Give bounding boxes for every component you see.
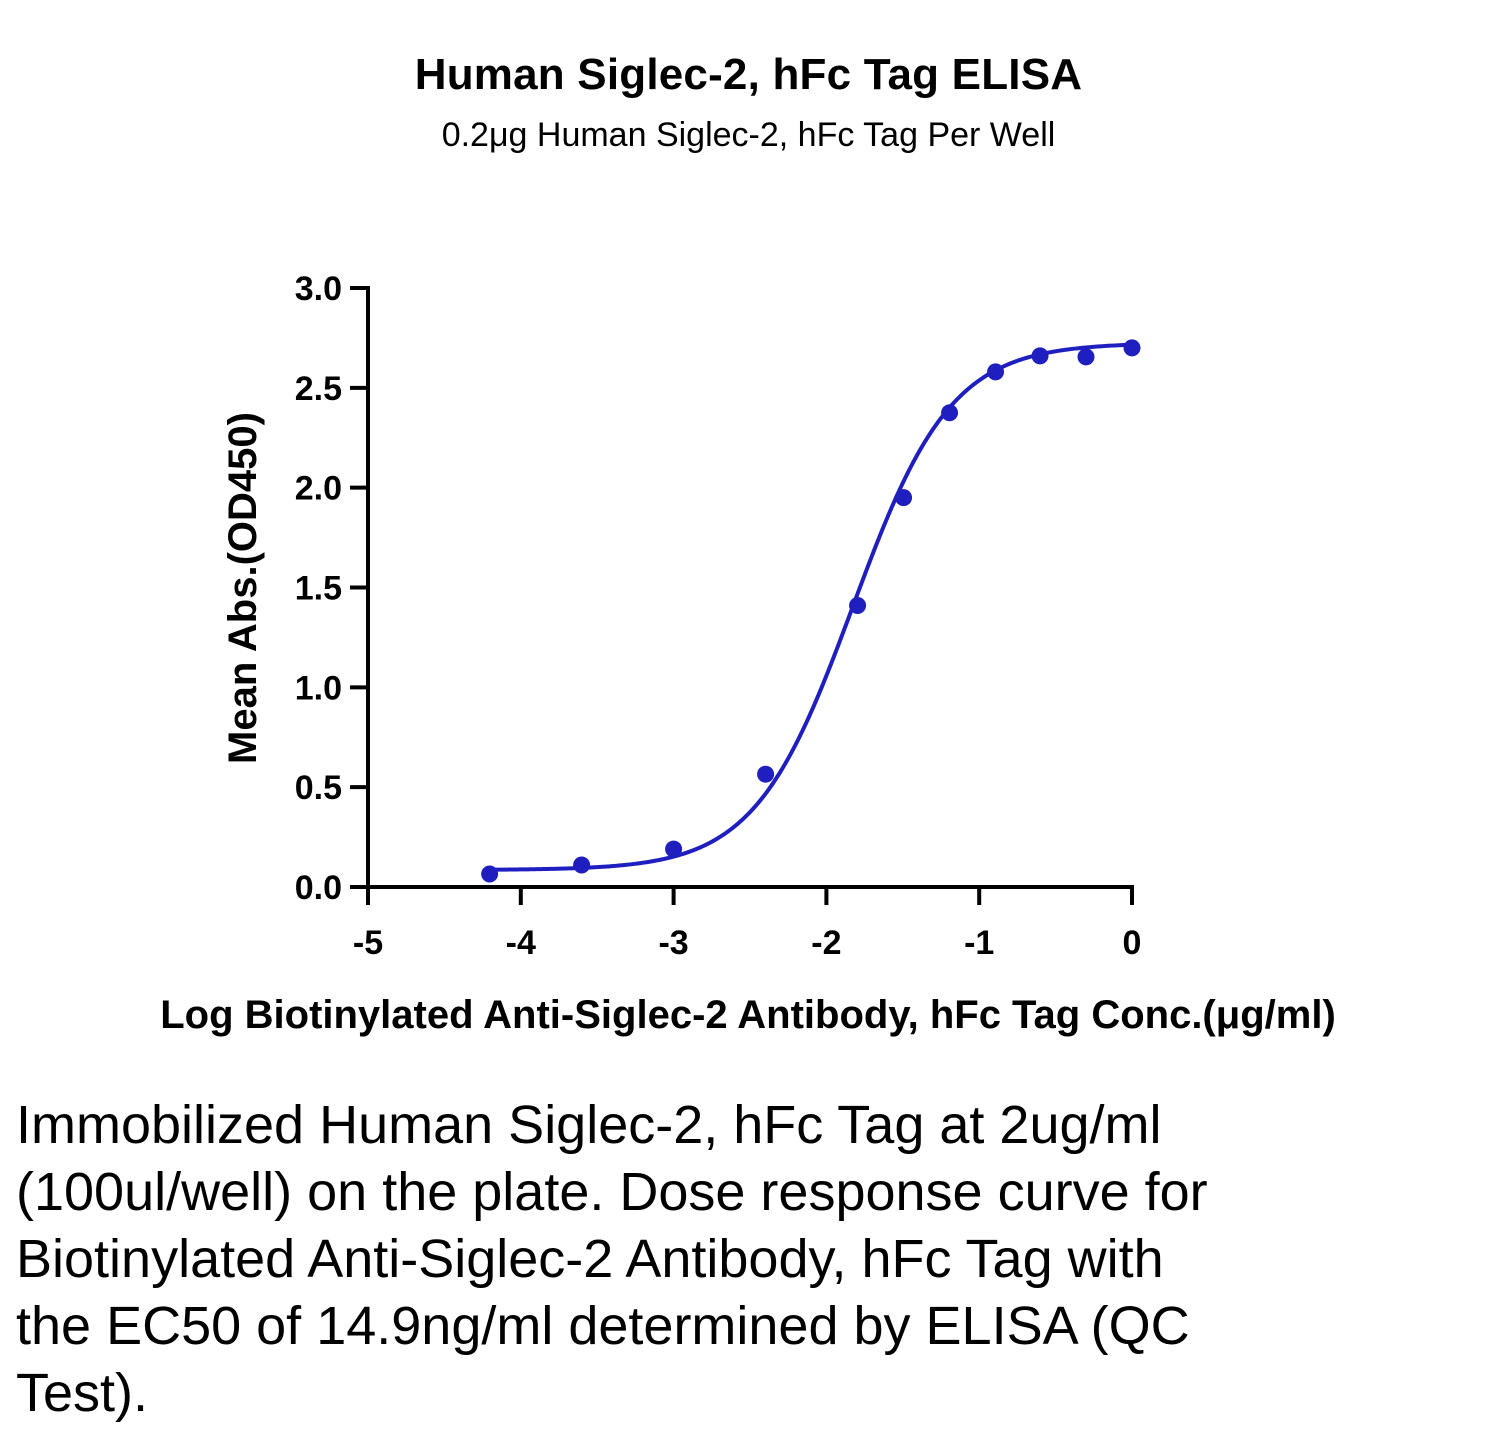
x-axis: -5 -4 -3 -2 -1 0 (353, 885, 1142, 962)
y-tick-label: 2.5 (295, 370, 342, 408)
y-tick-label: 2.0 (295, 470, 342, 508)
y-tick-label: 1.5 (295, 570, 342, 608)
chart-subtitle: 0.2μg Human Siglec-2, hFc Tag Per Well (441, 116, 1056, 154)
y-axis: 0.0 0.5 1.0 1.5 2.0 2.5 3.0 (295, 270, 370, 907)
data-point (849, 596, 867, 614)
y-tick-label: 1.0 (295, 669, 342, 707)
x-axis-title: Log Biotinylated Anti-Siglec-2 Antibody,… (160, 993, 1336, 1037)
data-points-layer (481, 339, 1141, 883)
x-tick-label: -1 (964, 924, 994, 962)
chart-title: Human Siglec-2, hFc Tag ELISA (414, 50, 1083, 99)
data-point (941, 404, 959, 422)
data-point (481, 865, 499, 883)
data-point (757, 765, 775, 783)
data-point (1077, 348, 1095, 366)
x-tick-label: -5 (353, 924, 383, 962)
x-tick-label: -2 (811, 924, 841, 962)
y-tick-label: 0.5 (295, 769, 342, 807)
elisa-chart: 0.0 0.5 1.0 1.5 2.0 2.5 3.0 -5 -4 -3 -2 -1 0 Mean A… (160, 270, 1336, 1037)
y-axis-title: Mean Abs.(OD450) (221, 412, 265, 764)
data-point (895, 489, 913, 507)
data-point (573, 856, 591, 874)
data-point (987, 363, 1005, 381)
fit-curve-layer (489, 342, 1133, 872)
data-point (1031, 347, 1049, 365)
figure-caption: Immobilized Human Siglec-2, hFc Tag at 2… (16, 1095, 1208, 1423)
data-point (1123, 339, 1141, 357)
y-tick-label: 3.0 (295, 270, 342, 308)
fit-curve (489, 342, 1133, 872)
y-tick-label: 0.0 (295, 869, 342, 907)
x-tick-label: -4 (506, 924, 536, 962)
data-point (665, 840, 683, 858)
x-tick-label: -3 (658, 924, 688, 962)
x-tick-label: 0 (1123, 924, 1142, 962)
